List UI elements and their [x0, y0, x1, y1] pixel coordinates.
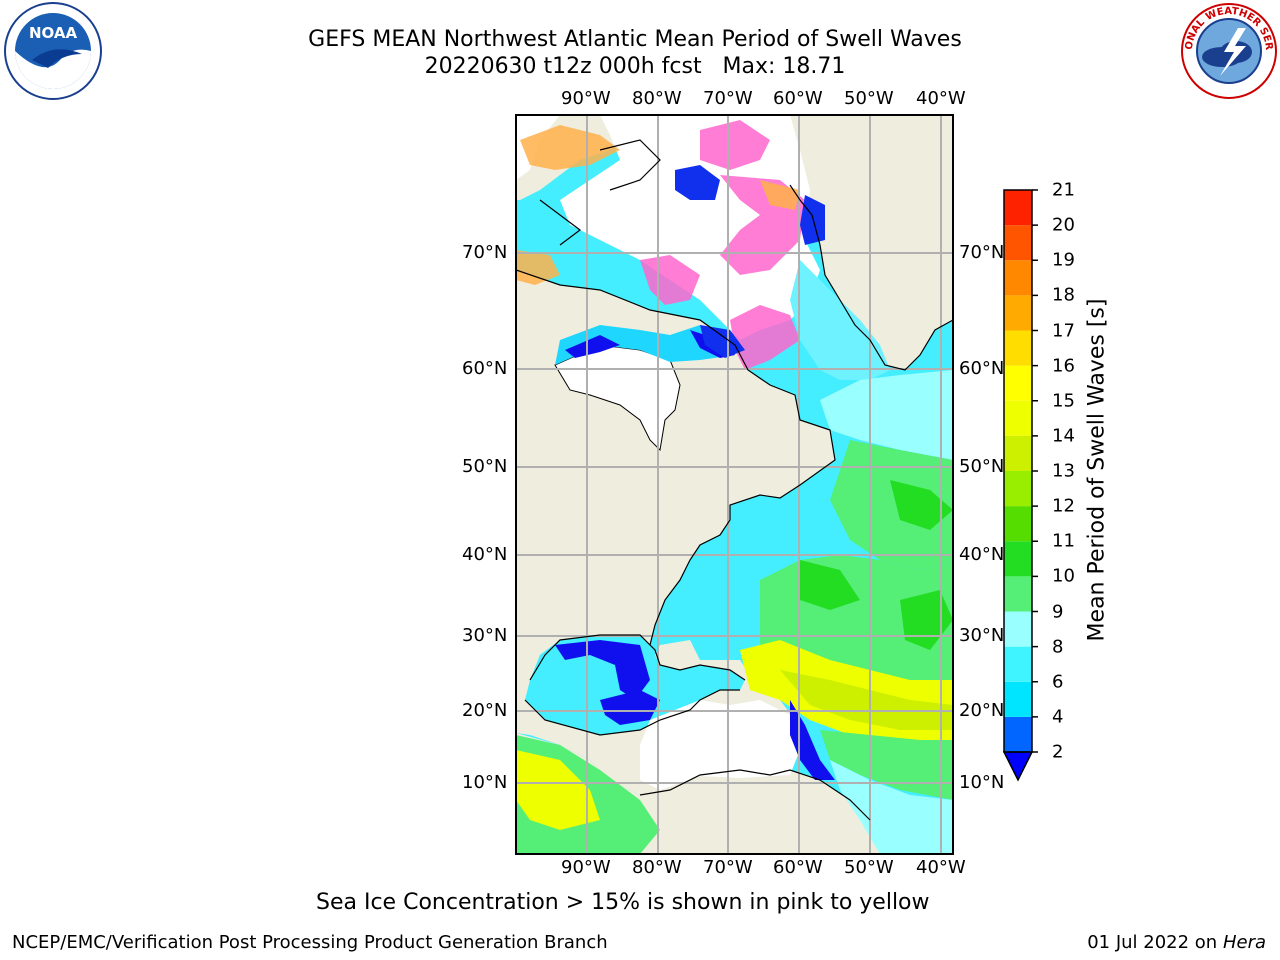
colorbar-underflow-arrow [1002, 751, 1034, 782]
lon-label-top-90w: 90°W [561, 88, 611, 109]
colorbar-segment [1004, 541, 1032, 577]
green-swell-north [830, 440, 953, 570]
baffin-ocean-blue [675, 165, 825, 358]
colorbar-segment [1004, 365, 1032, 401]
lat-label-left-60n: 60°N [462, 358, 508, 379]
lon-label-bottom-90w: 90°W [561, 857, 611, 878]
colorbar-tick-label: 15 [1052, 390, 1075, 412]
chart-title: GEFS MEAN Northwest Atlantic Mean Period… [280, 26, 990, 80]
lat-label-right-70n: 70°N [959, 242, 1005, 263]
colorbar-segment [1004, 716, 1032, 752]
colorbar-tick-label: 9 [1052, 601, 1064, 622]
lat-label-left-40n: 40°N [462, 544, 508, 565]
colorbar-tick-label: 4 [1052, 706, 1064, 728]
colorbar-tick-label: 13 [1052, 460, 1075, 482]
footer-date: 01 Jul 2022 on Hera [1087, 932, 1266, 953]
colorbar-segment [1004, 576, 1032, 612]
colorbar-tick-label: 19 [1052, 249, 1075, 271]
colorbar-title: Mean Period of Swell Waves [s] [1084, 298, 1110, 642]
colorbar-segment [1004, 646, 1032, 682]
caribbean-no-data [640, 700, 800, 790]
lon-label-bottom-40w: 40°W [916, 857, 966, 878]
colorbar-tick-label: 14 [1052, 425, 1075, 447]
land-south-america [640, 770, 880, 854]
gulf-deep [555, 640, 650, 700]
footer-branch: NCEP/EMC/Verification Post Processing Pr… [12, 932, 608, 953]
colorbar-segment [1004, 611, 1032, 647]
lat-label-right-50n: 50°N [959, 456, 1005, 477]
labrador-sea [790, 260, 890, 380]
lon-label-top-70w: 70°W [703, 88, 753, 109]
lat-label-left-50n: 50°N [462, 456, 508, 477]
map-frame [515, 114, 954, 855]
colorbar-tick-label: 11 [1052, 530, 1075, 552]
nws-logo: NATIONAL WEATHER SERVICE [1180, 2, 1277, 99]
colorbar-segment [1004, 260, 1032, 296]
colorbar-segment [1004, 506, 1032, 542]
colorbar-segment [1004, 225, 1032, 261]
colorbar-tick-label: 16 [1052, 355, 1075, 377]
coastlines [516, 139, 953, 821]
noaa-logo: NOAA [4, 2, 102, 100]
lat-label-left-20n: 20°N [462, 700, 508, 721]
lon-label-bottom-70w: 70°W [703, 857, 753, 878]
lat-label-right-60n: 60°N [959, 358, 1005, 379]
lon-label-top-40w: 40°W [916, 88, 966, 109]
colorbar-segment [1004, 330, 1032, 366]
lime-swell [780, 670, 953, 730]
colorbar-tick-label: 8 [1052, 636, 1064, 658]
colorbar-tick-label: 6 [1052, 671, 1064, 693]
footer-host: Hera [1222, 932, 1266, 953]
pacific-swell-yellow [516, 750, 600, 830]
noaa-logo-text: NOAA [29, 24, 78, 42]
title-line-2: 20220630 t12z 000h fcst Max: 18.71 [424, 54, 846, 79]
lat-label-right-10n: 10°N [959, 772, 1005, 793]
colorbar-segment [1004, 681, 1032, 717]
colorbar-tick-label: 17 [1052, 320, 1075, 341]
lon-label-top-60w: 60°W [773, 88, 823, 109]
green-swell-deep [800, 480, 953, 650]
colorbar-tick-label: 10 [1052, 565, 1075, 587]
arctic-no-data [516, 115, 820, 340]
lat-label-right-40n: 40°N [959, 544, 1005, 565]
colorbar-segment [1004, 190, 1032, 226]
lat-label-right-30n: 30°N [959, 625, 1005, 646]
lon-label-bottom-80w: 80°W [632, 857, 682, 878]
lat-label-left-30n: 30°N [462, 625, 508, 646]
colorbar-segment [1004, 435, 1032, 471]
colorbar-segment [1004, 471, 1032, 507]
colorbar-segment [1004, 295, 1032, 331]
lat-label-left-10n: 10°N [462, 772, 508, 793]
mid-atlantic-light [820, 370, 953, 460]
colorbar-tick-label: 21 [1052, 179, 1075, 201]
hudson-bay-deep [565, 330, 735, 358]
title-line-1: GEFS MEAN Northwest Atlantic Mean Period… [308, 27, 962, 52]
footer-date-text: 01 Jul 2022 on [1087, 932, 1218, 953]
caribbean-blue-edge [600, 690, 835, 780]
colorbar-tick-label: 18 [1052, 284, 1075, 306]
colorbar-segment [1004, 400, 1032, 436]
lon-label-bottom-50w: 50°W [844, 857, 894, 878]
lat-label-left-70n: 70°N [462, 242, 508, 263]
colorbar-tick-label: 20 [1052, 214, 1075, 236]
lon-label-top-50w: 50°W [844, 88, 894, 109]
lon-label-bottom-60w: 60°W [773, 857, 823, 878]
colorbar-tick-label: 12 [1052, 495, 1075, 517]
colorbar-tick-label: 2 [1052, 741, 1064, 763]
sea-ice-note: Sea Ice Concentration > 15% is shown in … [316, 890, 930, 915]
lat-label-right-20n: 20°N [959, 700, 1005, 721]
lon-label-top-80w: 80°W [632, 88, 682, 109]
land-north-america [516, 115, 835, 795]
